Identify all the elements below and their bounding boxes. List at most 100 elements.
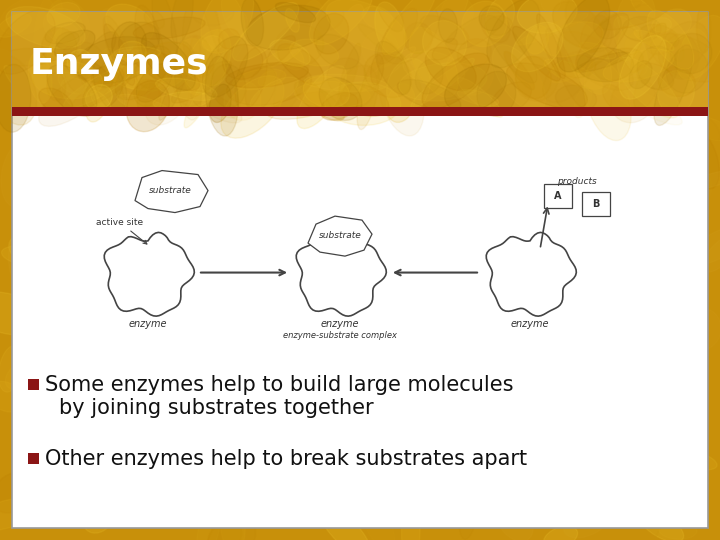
Ellipse shape: [136, 31, 164, 103]
Ellipse shape: [294, 82, 370, 107]
Ellipse shape: [235, 47, 267, 110]
Ellipse shape: [495, 26, 536, 58]
Ellipse shape: [708, 45, 720, 71]
Ellipse shape: [539, 43, 584, 94]
Ellipse shape: [400, 472, 438, 500]
Ellipse shape: [76, 42, 124, 115]
Text: Some enzymes help to build large molecules: Some enzymes help to build large molecul…: [45, 375, 513, 395]
Ellipse shape: [17, 33, 50, 69]
Ellipse shape: [617, 25, 642, 60]
Ellipse shape: [62, 46, 86, 92]
Ellipse shape: [629, 60, 652, 89]
Ellipse shape: [679, 166, 712, 204]
Ellipse shape: [652, 18, 672, 32]
Ellipse shape: [530, 211, 592, 242]
Ellipse shape: [369, 274, 392, 289]
Ellipse shape: [382, 4, 438, 64]
Ellipse shape: [435, 205, 455, 227]
Ellipse shape: [62, 206, 128, 252]
Ellipse shape: [396, 293, 429, 341]
Ellipse shape: [287, 402, 312, 415]
Bar: [12, 107, 708, 116]
Ellipse shape: [517, 13, 588, 45]
Ellipse shape: [141, 32, 195, 90]
Ellipse shape: [629, 182, 702, 213]
Ellipse shape: [246, 67, 276, 110]
Ellipse shape: [377, 0, 403, 31]
Ellipse shape: [135, 42, 192, 89]
Ellipse shape: [345, 68, 381, 109]
Ellipse shape: [538, 159, 557, 205]
Ellipse shape: [584, 383, 617, 407]
Ellipse shape: [83, 72, 123, 112]
Ellipse shape: [198, 219, 210, 248]
Ellipse shape: [79, 258, 123, 291]
Ellipse shape: [519, 86, 567, 124]
Ellipse shape: [251, 47, 284, 91]
Ellipse shape: [181, 59, 212, 94]
Ellipse shape: [557, 0, 610, 72]
Ellipse shape: [382, 0, 436, 55]
Ellipse shape: [266, 202, 299, 239]
Ellipse shape: [32, 93, 91, 131]
Ellipse shape: [650, 34, 720, 82]
Ellipse shape: [688, 293, 716, 320]
Ellipse shape: [84, 438, 126, 480]
Ellipse shape: [657, 71, 694, 114]
Ellipse shape: [155, 222, 185, 249]
Ellipse shape: [171, 61, 231, 103]
Ellipse shape: [75, 197, 102, 232]
Ellipse shape: [55, 30, 95, 59]
Ellipse shape: [479, 6, 504, 31]
Ellipse shape: [191, 91, 242, 123]
Ellipse shape: [113, 46, 161, 60]
Ellipse shape: [78, 32, 116, 80]
Ellipse shape: [650, 220, 699, 260]
Ellipse shape: [0, 14, 31, 37]
Ellipse shape: [485, 260, 510, 296]
Ellipse shape: [634, 52, 665, 110]
Ellipse shape: [27, 461, 57, 485]
Ellipse shape: [496, 62, 520, 92]
Ellipse shape: [356, 474, 387, 504]
Ellipse shape: [682, 309, 719, 339]
Ellipse shape: [133, 357, 191, 394]
Text: substrate: substrate: [319, 231, 361, 240]
Ellipse shape: [555, 85, 597, 112]
Ellipse shape: [0, 64, 31, 132]
Ellipse shape: [184, 50, 231, 128]
Ellipse shape: [668, 258, 704, 319]
Ellipse shape: [0, 10, 55, 74]
Ellipse shape: [99, 413, 129, 461]
Ellipse shape: [518, 0, 577, 33]
Ellipse shape: [188, 420, 258, 439]
Ellipse shape: [667, 49, 708, 93]
Ellipse shape: [91, 58, 143, 93]
Polygon shape: [582, 192, 610, 215]
Ellipse shape: [481, 9, 510, 43]
Ellipse shape: [618, 57, 680, 118]
Ellipse shape: [45, 22, 85, 44]
Ellipse shape: [684, 224, 720, 266]
Ellipse shape: [296, 179, 331, 217]
Ellipse shape: [613, 137, 642, 188]
Polygon shape: [486, 232, 576, 316]
Ellipse shape: [655, 9, 691, 42]
Ellipse shape: [155, 47, 189, 79]
Ellipse shape: [316, 35, 359, 69]
Ellipse shape: [50, 84, 79, 129]
Ellipse shape: [437, 373, 487, 413]
Ellipse shape: [446, 49, 493, 95]
Ellipse shape: [300, 77, 331, 114]
Ellipse shape: [146, 207, 171, 237]
Ellipse shape: [628, 268, 697, 296]
Ellipse shape: [12, 397, 36, 427]
Ellipse shape: [67, 50, 92, 74]
Ellipse shape: [564, 246, 598, 322]
Ellipse shape: [603, 49, 674, 82]
Ellipse shape: [56, 32, 79, 49]
Ellipse shape: [122, 378, 150, 411]
Ellipse shape: [534, 127, 553, 146]
Ellipse shape: [450, 354, 487, 374]
Ellipse shape: [387, 500, 423, 526]
